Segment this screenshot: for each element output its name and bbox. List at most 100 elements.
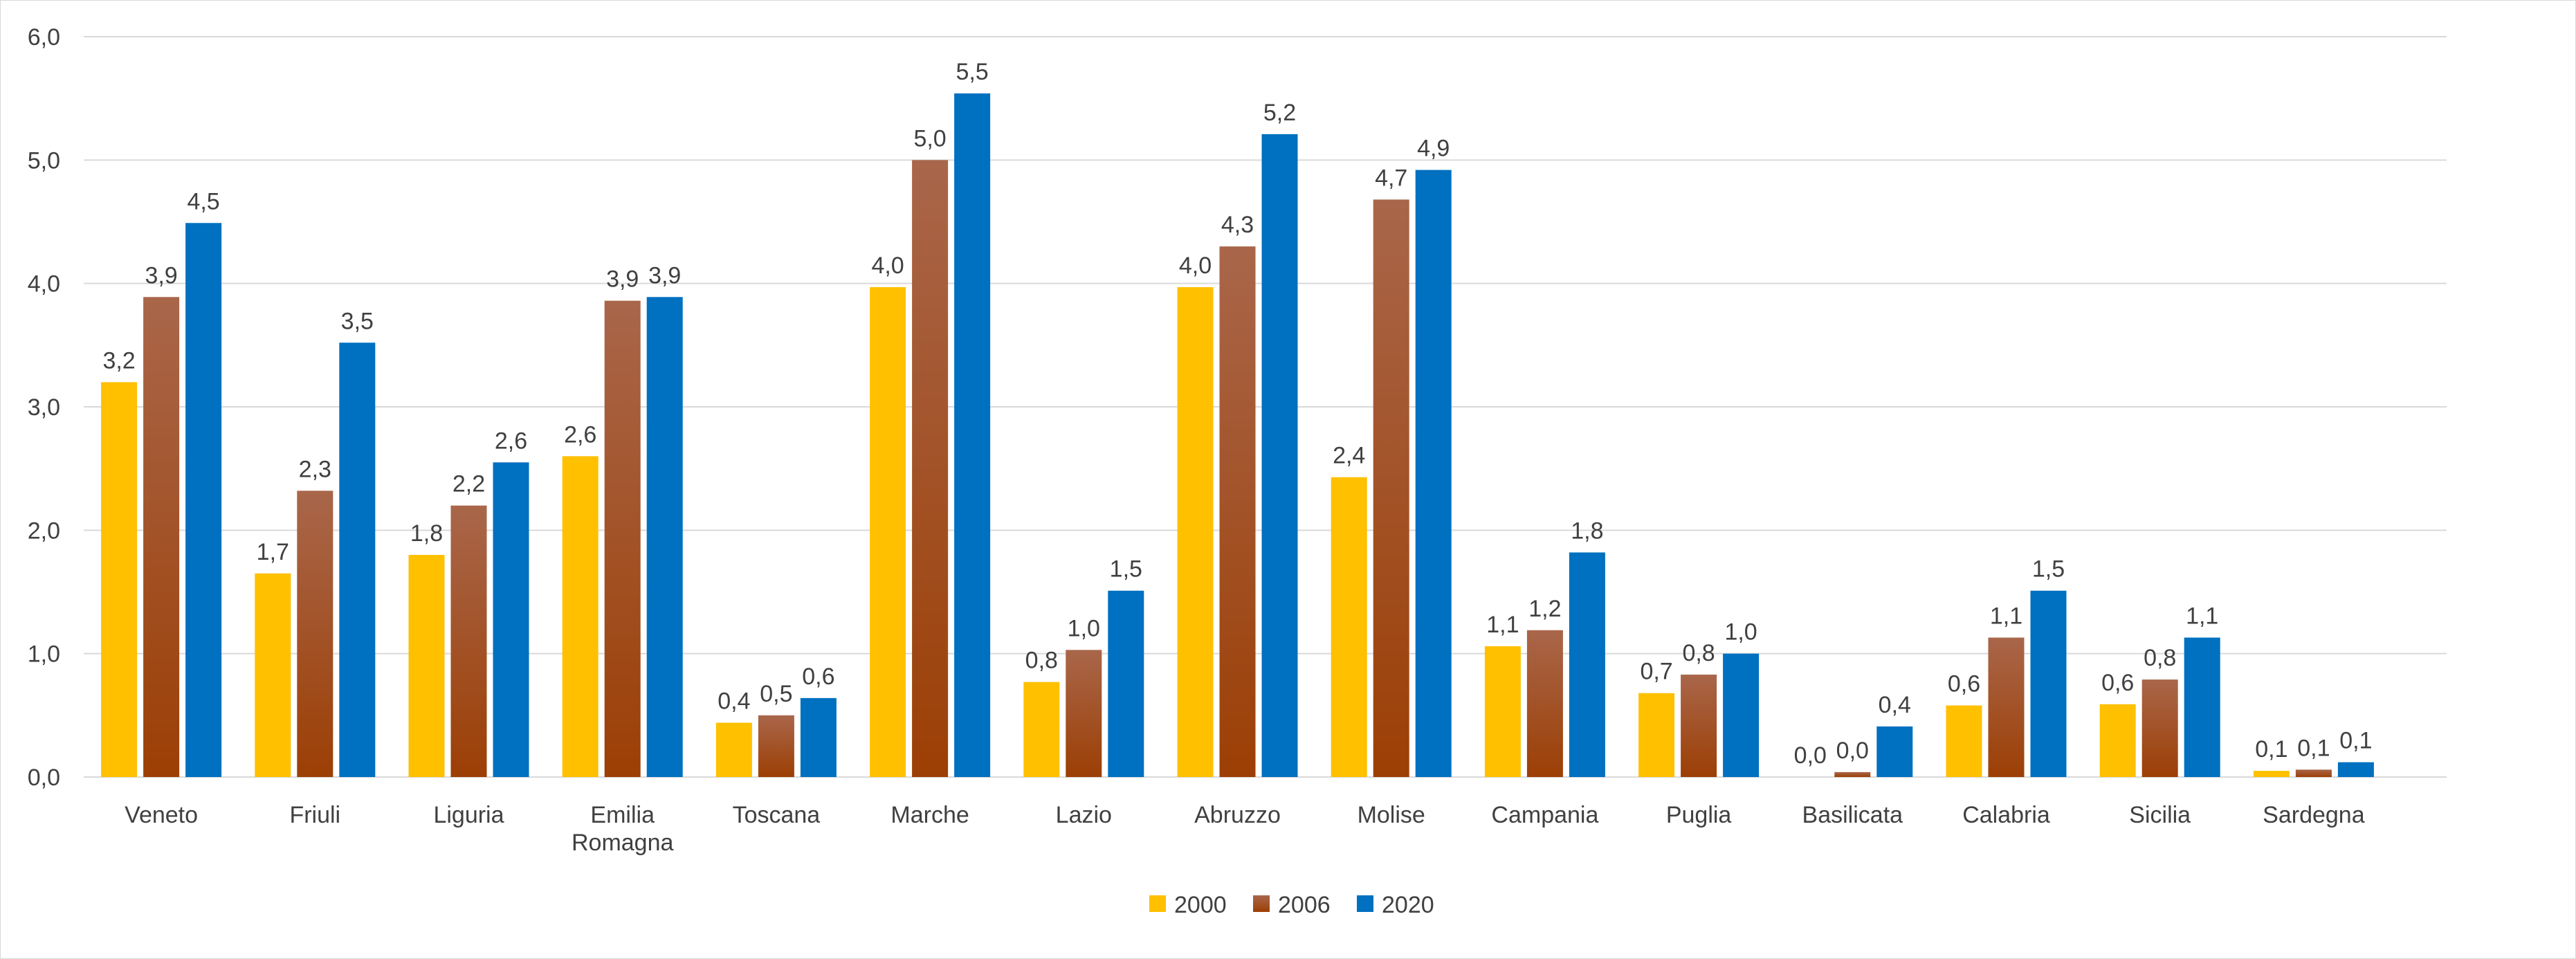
data-label: 0,1 (2255, 736, 2287, 762)
bar-2006 (1988, 637, 2025, 777)
x-tick-label: Basilicata (1802, 802, 1903, 828)
data-label: 4,9 (1417, 136, 1450, 162)
data-label: 0,8 (1682, 640, 1715, 666)
legend-label: 2000 (1174, 892, 1227, 918)
legend-label: 2006 (1278, 892, 1331, 918)
data-label: 2,3 (299, 456, 331, 482)
bar-2020 (2184, 637, 2220, 777)
bar-2000 (715, 722, 752, 777)
data-label: 0,8 (1025, 648, 1058, 674)
data-label: 1,5 (2032, 556, 2065, 583)
bar-2000 (101, 382, 138, 777)
x-tick-label: Lazio (1056, 802, 1112, 828)
bar-2006 (1219, 246, 1256, 778)
data-label: 1,8 (410, 520, 443, 547)
x-tick-label: Sicilia (2129, 802, 2191, 828)
bar-2020 (646, 297, 683, 777)
bar-2020 (1261, 134, 1298, 778)
bar-2006 (1681, 674, 1717, 777)
legend: 2000 2006 2020 (1149, 892, 1434, 918)
data-label: 4,0 (871, 253, 904, 279)
data-label: 2,6 (564, 421, 596, 448)
bar-2020 (1723, 653, 1760, 777)
bar-2000 (1177, 287, 1214, 777)
bar-2006 (1066, 650, 1102, 777)
bar-2020 (1108, 590, 1144, 777)
x-tick-label: Liguria (433, 802, 504, 828)
bar-2006 (297, 491, 334, 777)
data-label: 1,7 (257, 539, 289, 565)
bar-2020 (1415, 170, 1452, 778)
data-label: 1,0 (1724, 619, 1757, 646)
x-tick-label: Puglia (1666, 802, 1732, 828)
legend-swatch (1253, 895, 1270, 912)
legend-swatch (1149, 895, 1166, 912)
y-tick-label: 0,0 (28, 765, 60, 791)
bar-2000 (408, 555, 445, 777)
x-tick-label: Campania (1491, 802, 1598, 828)
bar-2006 (450, 505, 487, 777)
data-label: 5,5 (956, 59, 988, 85)
y-tick-label: 3,0 (28, 394, 60, 421)
bar-2000 (1946, 705, 1982, 777)
bar-2020 (1569, 552, 1605, 777)
bar-2000 (1331, 477, 1367, 777)
data-label: 0,1 (2297, 735, 2330, 761)
data-label: 1,8 (1571, 518, 1603, 544)
data-label: 2,4 (1333, 443, 1365, 469)
data-label: 0,0 (1836, 738, 1869, 764)
bar-2006 (2295, 769, 2332, 777)
data-label: 4,7 (1375, 165, 1407, 191)
y-tick-label: 4,0 (28, 271, 60, 298)
data-label: 3,2 (102, 347, 135, 374)
legend-label: 2020 (1382, 892, 1434, 918)
bar-2000 (2099, 704, 2136, 777)
bar-2020 (800, 697, 837, 777)
bar-2020 (1876, 726, 1913, 777)
y-tick-label: 5,0 (28, 147, 60, 174)
y-tick-label: 1,0 (28, 641, 60, 668)
data-label: 0,6 (1948, 671, 1980, 697)
x-tick-label: Molise (1358, 802, 1425, 828)
data-label: 1,1 (2186, 603, 2218, 629)
bar-2006 (1373, 199, 1409, 777)
data-label: 0,4 (718, 688, 750, 715)
data-labels: 3,2 3,9 4,5 1,7 2,3 3,5 1,8 2,2 2,6 2,6 3,9 3,9 0,4 0… (102, 59, 2372, 769)
bar-2020 (185, 223, 222, 777)
data-label: 0,1 (2339, 728, 2372, 754)
data-label: 0,4 (1879, 692, 1911, 718)
x-tick-label: Sardegna (2263, 802, 2365, 828)
x-axis: Veneto Friuli Liguria Emilia Romagna Toscana M… (125, 802, 2365, 856)
bar-2020 (2030, 590, 2067, 777)
bar-2000 (255, 573, 291, 777)
data-label: 5,0 (913, 125, 946, 152)
legend-swatch (1357, 895, 1373, 912)
data-label: 1,5 (1110, 556, 1142, 583)
bar-2000 (562, 456, 599, 777)
data-label: 4,0 (1179, 253, 1212, 279)
x-tick-label: Veneto (125, 802, 198, 828)
x-tick-label: Toscana (733, 802, 821, 828)
data-label: 3,5 (341, 308, 374, 334)
x-tick-label: Marche (890, 802, 969, 828)
bar-2000 (870, 287, 906, 777)
data-label: 0,6 (2101, 670, 2134, 696)
data-label: 1,1 (1486, 612, 1519, 638)
data-label: 2,6 (495, 428, 527, 454)
bar-2020 (954, 93, 991, 778)
data-label: 1,1 (1990, 603, 2022, 629)
data-label: 1,0 (1068, 615, 1100, 641)
data-label: 3,9 (606, 266, 639, 293)
data-label: 0,5 (760, 681, 792, 707)
bar-2020 (493, 462, 529, 777)
x-tick-label: Calabria (1962, 802, 2050, 828)
bar-2020 (2337, 762, 2374, 777)
bar-2020 (339, 342, 376, 777)
x-tick-label: Emilia Romagna (572, 802, 674, 856)
bars (101, 93, 2374, 778)
data-label: 3,9 (145, 262, 177, 289)
bar-2000 (2253, 771, 2290, 777)
data-label: 4,5 (187, 188, 219, 214)
data-label: 0,0 (1794, 742, 1827, 769)
